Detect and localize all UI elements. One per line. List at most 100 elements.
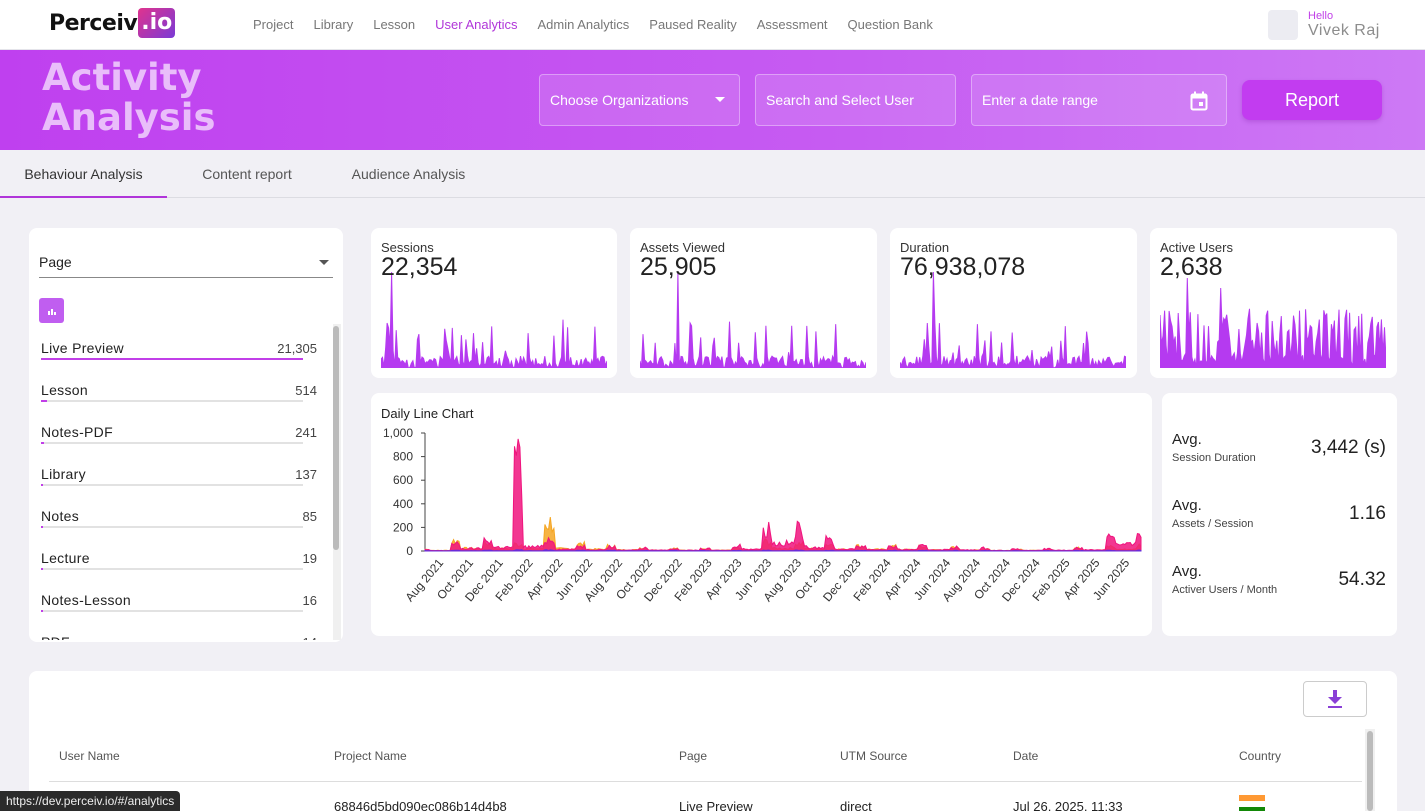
column-header-project-name[interactable]: Project Name: [334, 749, 407, 763]
dimension-select-value: Page: [39, 254, 72, 270]
analysis-tabs: Behaviour Analysis Content report Audien…: [0, 150, 1425, 198]
user-search-input[interactable]: Search and Select User: [755, 74, 956, 126]
page-list-value: 514: [295, 383, 317, 398]
page-list-item[interactable]: Notes-Lesson 16: [41, 586, 317, 628]
page-header: Activity Analysis Choose Organizations S…: [0, 50, 1425, 150]
scrollbar-thumb[interactable]: [333, 326, 339, 550]
report-button[interactable]: Report: [1242, 80, 1382, 120]
avg-heading: Avg.: [1172, 563, 1202, 580]
page-list-item[interactable]: Notes 85: [41, 502, 317, 544]
page-list: Live Preview 21,305 Lesson 514 Notes-PDF 241 L…: [41, 334, 317, 640]
page-list-bar-track: [41, 400, 303, 402]
avatar[interactable]: [1268, 10, 1298, 40]
page-list-value: 21,305: [277, 341, 317, 356]
page-breakdown-card: Page Live Preview 21,305 Lesson 514 Notes-PD…: [29, 228, 343, 642]
organization-select-label: Choose Organizations: [550, 92, 689, 108]
tab-content-report[interactable]: Content report: [202, 166, 292, 182]
page-list-item[interactable]: Live Preview 21,305: [41, 334, 317, 376]
cell-utm-source: direct: [840, 799, 872, 811]
nav-item-project[interactable]: Project: [253, 17, 294, 32]
table-scrollbar[interactable]: [1365, 729, 1375, 811]
stat-card-sessions: Sessions 22,354: [371, 228, 617, 378]
page-list-label: Library: [41, 466, 86, 482]
page-list-value: 85: [302, 509, 317, 524]
page-list-item[interactable]: Lesson 514: [41, 376, 317, 418]
page-list-value: 19: [302, 551, 317, 566]
page-list-item[interactable]: Library 137: [41, 460, 317, 502]
column-header-date[interactable]: Date: [1013, 749, 1039, 763]
page-list-label: Notes-PDF: [41, 424, 113, 440]
tab-behaviour-analysis[interactable]: Behaviour Analysis: [0, 150, 167, 198]
download-icon: [1328, 690, 1342, 708]
logo[interactable]: Perceiv .io: [49, 8, 176, 38]
page-list-bar-fill: [41, 358, 303, 360]
organization-select[interactable]: Choose Organizations: [539, 74, 740, 126]
page-list-item[interactable]: Notes-PDF 241: [41, 418, 317, 460]
chart-title: Daily Line Chart: [381, 406, 474, 421]
assets-sparkline: [640, 271, 866, 368]
page-list-label: Lecture: [41, 550, 90, 566]
stat-value: 25,905: [640, 253, 717, 281]
nav-item-library[interactable]: Library: [313, 17, 354, 32]
page-list-item[interactable]: PDF 14: [41, 628, 317, 640]
page-list-bar-track: [41, 610, 303, 612]
nav-item-paused-reality[interactable]: Paused Reality: [649, 17, 737, 32]
series-area-assets-viewed: [424, 438, 1142, 552]
column-header-user-name[interactable]: User Name: [59, 749, 120, 763]
y-tick-label: 800: [393, 450, 413, 464]
avg-value: 3,442 (s): [1311, 437, 1386, 458]
nav-item-lesson[interactable]: Lesson: [373, 17, 416, 32]
page-list-bar-track: [41, 442, 303, 444]
dimension-select[interactable]: Page: [39, 254, 333, 278]
y-tick-label: 200: [393, 520, 413, 534]
page-title: Activity Analysis: [42, 58, 215, 138]
sparkline-area: [640, 271, 866, 368]
avg-value: 1.16: [1349, 503, 1386, 524]
column-header-country[interactable]: Country: [1239, 749, 1282, 763]
nav-item-admin-analytics[interactable]: Admin Analytics: [537, 17, 630, 32]
sparkline-area: [1160, 277, 1386, 368]
page-list-bar-fill: [41, 526, 43, 528]
date-range-input[interactable]: Enter a date range: [971, 74, 1227, 126]
stat-card-assets-viewed: Assets Viewed 25,905: [630, 228, 877, 378]
avg-heading: Avg.: [1172, 431, 1202, 448]
stat-label: Assets Viewed: [640, 240, 726, 255]
page-list-value: 241: [295, 425, 317, 440]
page-list-bar-track: [41, 568, 303, 570]
avg-subtitle: Assets / Session: [1172, 518, 1254, 530]
nav-item-assessment[interactable]: Assessment: [756, 17, 828, 32]
stat-card-active-users: Active Users 2,638: [1150, 228, 1397, 378]
cell-project-name: 68846d5bd090ec086b14d4b8: [334, 799, 507, 811]
column-header-page[interactable]: Page: [679, 749, 708, 763]
calendar-icon[interactable]: [1190, 91, 1208, 111]
download-button[interactable]: [1303, 681, 1367, 717]
stat-value: 22,354: [381, 253, 458, 281]
nav-item-user-analytics[interactable]: User Analytics: [435, 17, 518, 32]
tab-audience-analysis[interactable]: Audience Analysis: [351, 166, 466, 182]
page-list-label: Notes: [41, 508, 80, 524]
bar-chart-icon[interactable]: [39, 298, 64, 323]
page-title-line2: Analysis: [42, 96, 216, 139]
averages-card: Avg. Session Duration 3,442 (s) Avg. Ass…: [1162, 393, 1397, 636]
stat-label: Duration: [900, 240, 950, 255]
column-header-utm-source[interactable]: UTM Source: [840, 749, 908, 763]
avg-heading: Avg.: [1172, 497, 1202, 514]
series-area-active-users: [424, 549, 1142, 552]
avg-session-duration: Avg. Session Duration 3,442 (s): [1172, 431, 1386, 481]
avg-subtitle: Session Duration: [1172, 452, 1256, 464]
y-tick-label: 1,000: [383, 426, 413, 440]
stat-label: Active Users: [1160, 240, 1233, 255]
active-users-sparkline: [1160, 277, 1386, 368]
page-list-item[interactable]: Lecture 19: [41, 544, 317, 586]
chevron-down-icon: [319, 260, 329, 265]
page-list-bar-track: [41, 484, 303, 486]
table-scrollbar-thumb[interactable]: [1367, 731, 1373, 811]
main-nav: Project Library Lesson User Analytics Ad…: [253, 17, 953, 32]
page-list-label: Notes-Lesson: [41, 592, 131, 608]
user-name[interactable]: Vivek Raj: [1308, 22, 1380, 39]
logo-badge: .io: [138, 8, 176, 38]
page-title-line1: Activity: [42, 56, 202, 99]
nav-item-question-bank[interactable]: Question Bank: [847, 17, 933, 32]
india-flag-icon: [1239, 795, 1265, 811]
